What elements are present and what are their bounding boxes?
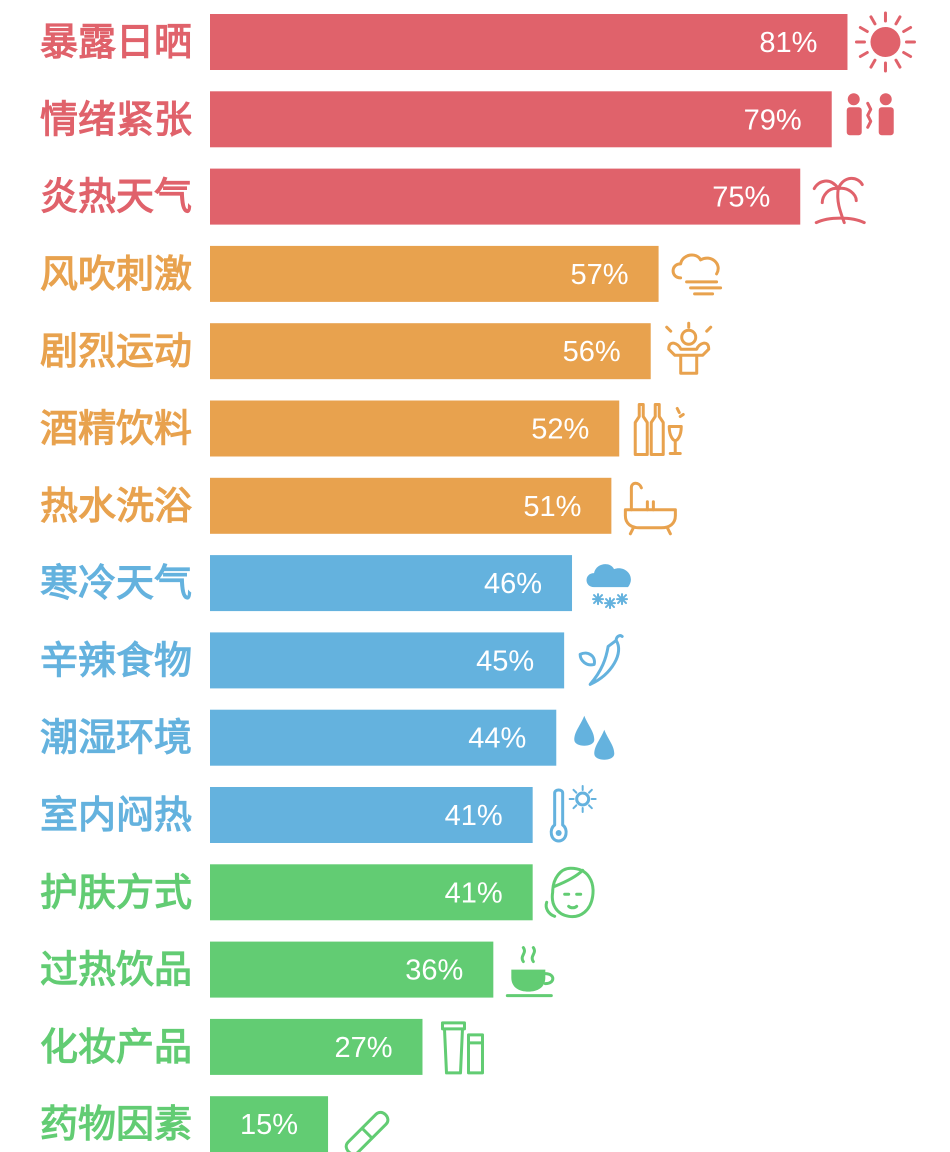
category-label: 过热饮品 [40, 948, 192, 992]
bar [210, 941, 494, 998]
category-label: 护肤方式 [40, 870, 192, 914]
bar [210, 632, 565, 689]
value-label: 79% [744, 104, 802, 136]
category-label: 炎热天气 [40, 175, 192, 219]
bar [210, 323, 651, 380]
value-label: 81% [759, 27, 817, 59]
value-label: 44% [468, 723, 526, 755]
value-label: 75% [712, 182, 770, 214]
bar [210, 400, 620, 457]
bar [210, 477, 612, 534]
bar [210, 864, 533, 921]
category-label: 寒冷天气 [40, 561, 192, 605]
category-label: 室内闷热 [40, 793, 192, 837]
value-label: 46% [484, 568, 542, 600]
value-label: 36% [405, 955, 463, 987]
palm-tree-icon [812, 176, 866, 225]
category-label: 风吹刺激 [40, 252, 192, 296]
bar [210, 787, 533, 843]
category-label: 潮湿环境 [40, 716, 192, 760]
category-label: 剧烈运动 [40, 329, 192, 373]
value-label: 56% [563, 336, 621, 368]
stressed-people-icon [846, 93, 894, 136]
bar [210, 91, 832, 148]
value-label: 45% [476, 645, 534, 677]
bathtub-icon [623, 481, 677, 536]
value-label: 51% [523, 491, 581, 523]
category-label: 酒精饮料 [40, 407, 192, 451]
thermometer-sun-icon [549, 785, 597, 843]
wind-cloud-icon [671, 253, 723, 296]
value-label: 41% [445, 877, 503, 909]
chili-pepper-icon [578, 634, 624, 686]
category-label: 辛辣食物 [40, 638, 192, 682]
bar [210, 1018, 423, 1075]
sun-icon [854, 11, 916, 73]
bar [210, 14, 848, 70]
category-label: 药物因素 [40, 1102, 192, 1146]
category-label: 暴露日晒 [40, 20, 192, 64]
face-care-icon [544, 866, 595, 919]
category-label: 情绪紧张 [40, 97, 192, 141]
value-label: 52% [531, 414, 589, 446]
value-label: 27% [334, 1032, 392, 1064]
water-drops-icon [574, 715, 615, 760]
bar [210, 1096, 329, 1152]
hot-cup-icon [505, 946, 555, 998]
pill-icon [344, 1110, 390, 1152]
bar [210, 245, 659, 302]
value-label: 41% [445, 800, 503, 832]
bar [210, 168, 801, 225]
bar [210, 709, 557, 766]
value-label: 15% [240, 1109, 298, 1141]
category-label: 热水洗浴 [40, 484, 193, 528]
wine-bottles-icon [633, 403, 685, 456]
snow-cloud-icon [586, 564, 631, 610]
value-label: 57% [571, 259, 629, 291]
cosmetic-tube-icon [440, 1021, 484, 1075]
muscle-man-icon [665, 321, 713, 375]
bar [210, 555, 573, 612]
category-label: 化妆产品 [40, 1025, 192, 1069]
